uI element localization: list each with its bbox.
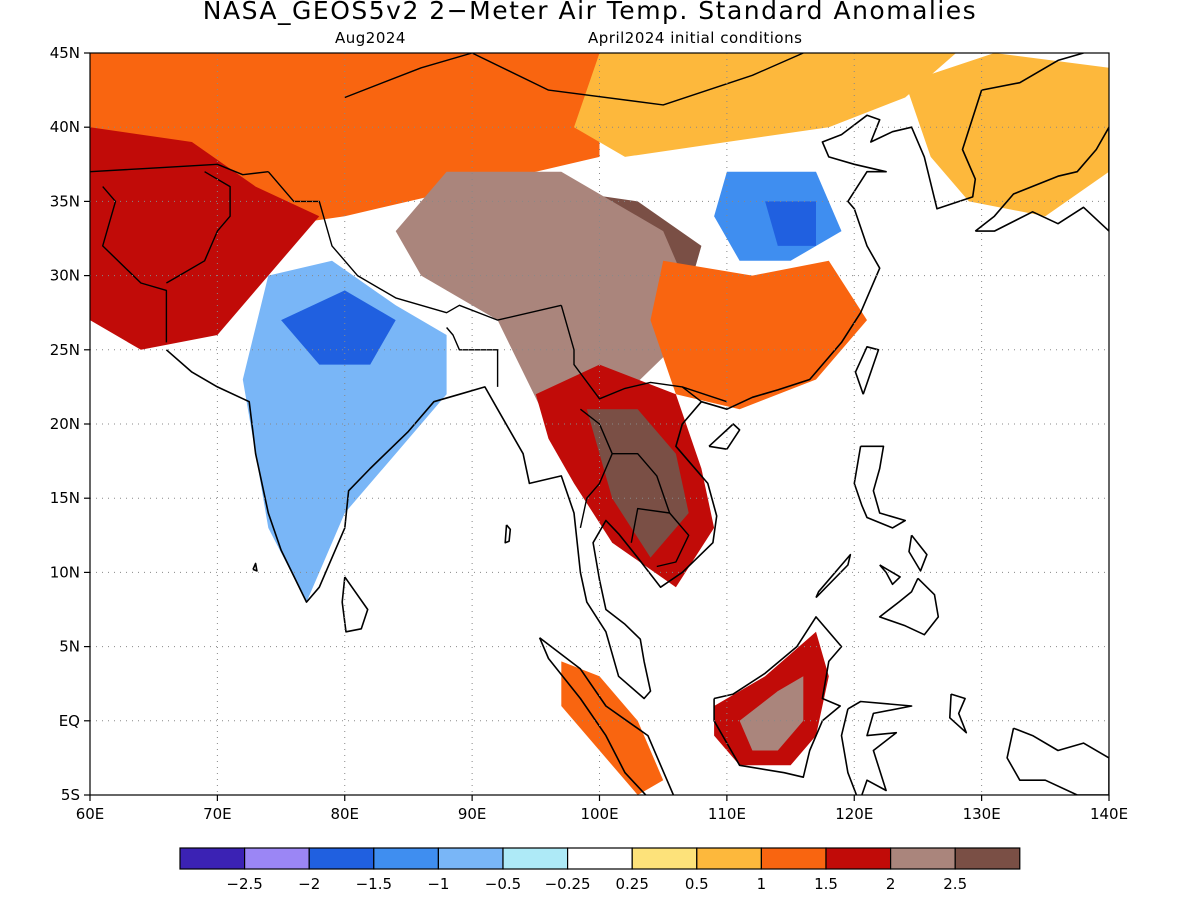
- coastline-14: [948, 693, 968, 734]
- border-5: [560, 305, 702, 403]
- coastline-9: [815, 553, 852, 599]
- anomaly-region-sumatra-warm: [561, 661, 664, 795]
- coastline-0: [165, 53, 1084, 700]
- colorbar-swatch: [954, 847, 1021, 870]
- forecast-month: Aug2024: [335, 29, 406, 47]
- lon-label: 80E: [330, 805, 359, 823]
- longitude-labels: 60E 70E 80E 90E 100E 110E 120E 130E 140E: [76, 795, 1128, 823]
- colorbar-label: 2.5: [943, 875, 967, 893]
- coastline-16: [252, 562, 258, 572]
- anomaly-region-india-cold-core: [281, 290, 396, 365]
- anomaly-region-indochina-very-hot: [586, 409, 689, 558]
- colorbar-label: 0.25: [615, 875, 648, 893]
- coastline-3: [713, 616, 843, 779]
- lat-label: EQ: [59, 712, 80, 730]
- coastline-4: [840, 700, 913, 795]
- coastline-8: [878, 577, 940, 636]
- lat-label: 20N: [50, 415, 80, 433]
- coastline-2: [538, 637, 675, 795]
- colorbar-swatch: [437, 847, 504, 870]
- colorbar-swatch: [760, 847, 827, 870]
- lon-label: 120E: [835, 805, 873, 823]
- lat-label: 40N: [50, 118, 80, 136]
- lon-label: 70E: [203, 805, 232, 823]
- lat-label: 35N: [50, 192, 80, 210]
- anomaly-region-borneo-core: [739, 676, 804, 751]
- colorbar-label: −0.25: [545, 875, 591, 893]
- colorbar-label: 1: [757, 875, 767, 893]
- colorbar-label: −2: [298, 875, 320, 893]
- colorbar-label: 1.5: [814, 875, 838, 893]
- colorbar-swatch: [373, 847, 439, 870]
- border-11: [682, 386, 728, 403]
- lat-label: 5N: [59, 638, 80, 656]
- border-7: [612, 453, 671, 543]
- latitude-labels: 45N 40N 35N 30N 25N 20N 15N 10N 5N EQ 5S: [50, 44, 90, 804]
- colorbar-label: −2.5: [226, 875, 262, 893]
- colorbar-swatch: [502, 847, 569, 870]
- border-4: [446, 327, 499, 387]
- coastline-6: [708, 423, 741, 451]
- colorbar-swatch: [696, 847, 762, 870]
- lat-label: 10N: [50, 563, 80, 581]
- lat-label: 15N: [50, 489, 80, 507]
- coastline-10: [879, 564, 901, 586]
- anomaly-region-south-china-warm: [650, 260, 867, 410]
- lon-label: 90E: [458, 805, 487, 823]
- lat-label: 30N: [50, 267, 80, 285]
- colorbar-swatch: [179, 847, 246, 870]
- coastline-1: [341, 576, 369, 633]
- coastline-7: [853, 445, 907, 529]
- border-1: [101, 186, 168, 343]
- colorbar-label: 2: [886, 875, 896, 893]
- lon-label: 140E: [1090, 805, 1128, 823]
- lat-label: 5S: [61, 786, 80, 804]
- anomaly-region-north-china-cold-core: [765, 201, 816, 246]
- lat-label: 45N: [50, 44, 80, 62]
- lon-label: 130E: [963, 805, 1001, 823]
- chart-title: NASA_GEOS5v2 2−Meter Air Temp. Standard …: [202, 0, 978, 25]
- colorbar-swatch: [566, 847, 633, 870]
- coastline-11: [908, 534, 928, 572]
- border-0: [90, 163, 269, 176]
- coastline-17: [504, 524, 512, 544]
- coastlines: [90, 53, 1109, 795]
- map-grid: [90, 53, 1109, 795]
- border-6: [579, 408, 613, 529]
- lon-label: 110E: [708, 805, 746, 823]
- lon-label: 60E: [76, 805, 105, 823]
- lon-label: 100E: [580, 805, 618, 823]
- coastline-13: [1006, 727, 1109, 795]
- initial-conditions-label: April2024 initial conditions: [588, 29, 803, 47]
- anomaly-region-west-hot: [90, 127, 320, 350]
- anomaly-region-mongolia-band: [574, 53, 957, 157]
- colorbar-swatch: [631, 847, 698, 870]
- lat-label: 25N: [50, 341, 80, 359]
- coastline-12: [974, 126, 1109, 232]
- border-8: [656, 512, 690, 568]
- border-2: [166, 171, 231, 284]
- colorbar: −2.5 −2 −1.5 −1 −0.5 −0.25 0.25 0.5 1 1.5 2 2.5: [179, 847, 1021, 893]
- colorbar-label: −0.5: [485, 875, 521, 893]
- colorbar-swatch: [244, 847, 310, 870]
- colorbar-swatch: [308, 847, 375, 870]
- border-9: [344, 53, 473, 99]
- anomaly-region-tibet-rim: [395, 171, 702, 424]
- colorbar-swatch: [825, 847, 892, 870]
- colorbar-label: 0.5: [685, 875, 709, 893]
- colorbar-label: −1: [427, 875, 449, 893]
- anomaly-region-korea-japan-warm: [905, 53, 1109, 217]
- coastline-5: [854, 345, 880, 395]
- border-10: [471, 53, 804, 106]
- colorbar-label: −1.5: [356, 875, 392, 893]
- colorbar-swatch: [889, 847, 956, 870]
